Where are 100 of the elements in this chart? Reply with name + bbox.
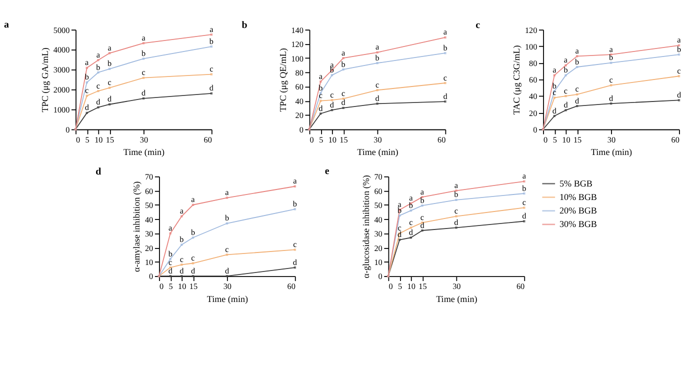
data-label: a: [225, 188, 230, 198]
data-label: a: [293, 176, 298, 186]
data-label: d: [408, 228, 413, 237]
data-label: a: [609, 44, 614, 54]
y-tick-label: 40: [374, 215, 382, 224]
x-tick-label: 5: [85, 135, 90, 144]
data-label: c: [191, 254, 196, 263]
data-label: d: [141, 88, 146, 98]
x-tick-label: 10: [407, 282, 416, 292]
y-tick-label: 0: [378, 272, 382, 282]
data-label: b: [676, 44, 682, 54]
data-label: c: [108, 78, 112, 88]
data-label: a: [454, 180, 458, 190]
y-tick-label: 70: [374, 172, 382, 182]
y-axis-title: α-glucosidase inhibition (%): [360, 175, 371, 278]
data-label: d: [398, 230, 402, 240]
data-label: b: [292, 199, 297, 208]
data-label: a: [375, 42, 380, 52]
data-label: b: [564, 66, 568, 75]
y-tick-label: 20: [374, 244, 382, 253]
y-tick-label: 2000: [53, 86, 70, 95]
x-tick-label: 10: [328, 135, 336, 144]
data-label: a: [168, 224, 173, 233]
data-label: a: [420, 187, 424, 196]
chart-title: d: [96, 166, 102, 178]
data-label: b: [375, 53, 380, 62]
legend-label: 20% BGB: [560, 206, 597, 216]
x-axis-title: Time (min): [436, 294, 478, 304]
y-tick-label: 120: [291, 40, 304, 50]
data-label: a: [96, 50, 100, 60]
data-label: a: [108, 43, 112, 52]
x-tick-label: 10: [562, 135, 570, 144]
data-label: b: [224, 214, 230, 223]
y-tick-label: 3000: [53, 66, 70, 75]
y-axis-title: α-amylase inhibition (%): [132, 181, 142, 272]
x-tick-label: 15: [106, 135, 114, 144]
chart-title: b: [242, 20, 248, 31]
data-label: d: [330, 100, 334, 110]
data-label: b: [575, 57, 580, 66]
data-label: a: [522, 172, 526, 181]
legend-label: 30% BGB: [560, 219, 597, 230]
data-label: a: [191, 195, 196, 204]
y-tick-label: 60: [374, 186, 382, 196]
data-label: d: [224, 266, 230, 276]
y-tick-label: 20: [295, 111, 304, 120]
data-label: d: [522, 212, 526, 221]
y-tick-label: 0: [533, 125, 538, 134]
x-tick-label: 5: [552, 135, 557, 144]
data-label: d: [341, 98, 346, 108]
data-label: d: [564, 100, 568, 110]
x-tick-label: 5: [319, 135, 324, 144]
y-tick-label: 4000: [53, 46, 70, 55]
x-axis-title: Time (min): [357, 147, 398, 158]
chart-title: a: [4, 19, 9, 30]
x-tick-label: 30: [607, 135, 616, 144]
data-label: d: [84, 103, 89, 112]
x-tick-label: 60: [516, 282, 525, 292]
x-tick-label: 30: [452, 282, 461, 292]
data-label: b: [318, 83, 323, 92]
data-label: c: [443, 73, 448, 82]
data-label: c: [609, 76, 614, 85]
x-tick-label: 15: [573, 135, 582, 144]
data-label: a: [142, 33, 146, 42]
data-label: c: [552, 88, 557, 98]
y-tick-label: 30: [144, 230, 154, 239]
y-tick-label: 30: [374, 230, 382, 239]
legend-label: 10% BGB: [560, 192, 597, 202]
y-tick-label: 100: [291, 54, 304, 64]
data-label: a: [318, 72, 323, 81]
data-label: c: [398, 224, 402, 233]
chart-title: c: [476, 20, 481, 31]
y-tick-label: 140: [291, 26, 304, 35]
data-label: a: [552, 66, 557, 75]
data-label: c: [225, 244, 230, 254]
data-label: c: [341, 88, 346, 98]
data-label: b: [107, 59, 112, 68]
y-tick-label: 70: [144, 172, 154, 182]
data-label: c: [454, 206, 458, 216]
chart-title: e: [324, 166, 330, 178]
data-label: c: [375, 80, 380, 90]
data-label: c: [330, 90, 334, 100]
x-tick-label: 15: [340, 135, 348, 144]
legend-label: 5% BGB: [560, 178, 592, 188]
y-axis-title: TAC (μg C3G/mL): [512, 45, 522, 115]
data-label: c: [293, 240, 298, 250]
y-tick-label: 50: [374, 201, 382, 210]
y-tick-label: 20: [529, 108, 538, 118]
x-tick-label: 0: [388, 282, 393, 292]
x-tick-label: 60: [204, 135, 212, 144]
y-tick-label: 10: [374, 258, 382, 268]
data-label: d: [318, 104, 323, 113]
x-tick-label: 15: [189, 282, 198, 292]
x-tick-label: 5: [398, 282, 402, 292]
y-tick-label: 1000: [53, 106, 70, 115]
data-label: d: [420, 220, 424, 230]
data-label: c: [420, 212, 424, 222]
data-label: b: [609, 53, 614, 62]
data-label: d: [609, 94, 614, 103]
data-label: d: [375, 94, 380, 103]
data-label: d: [168, 266, 172, 276]
